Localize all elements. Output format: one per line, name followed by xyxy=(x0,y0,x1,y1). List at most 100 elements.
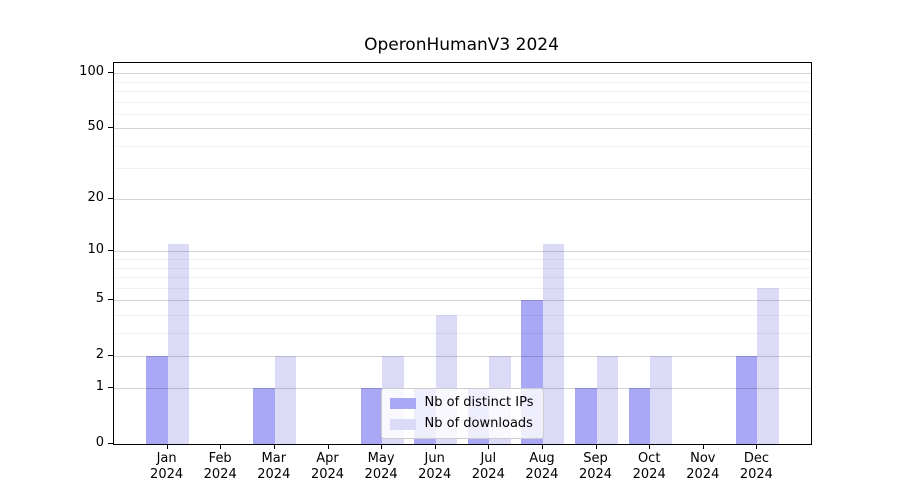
x-tick-label-10: Nov 2024 xyxy=(676,451,730,483)
y-tick-100 xyxy=(108,72,113,74)
gridline-minor-70 xyxy=(114,101,811,103)
y-tick-0 xyxy=(108,443,113,444)
x-tick-label-line: May xyxy=(367,451,395,466)
x-tick-label-8: Sep 2024 xyxy=(569,451,623,483)
x-tick-4 xyxy=(381,444,383,449)
y-tick-label-1: 1 xyxy=(95,379,104,395)
chart-title: OperonHumanV3 2024 xyxy=(364,35,559,55)
y-tick-label-10: 10 xyxy=(87,242,104,258)
x-tick-6 xyxy=(488,444,490,449)
x-tick-label-line: Jun xyxy=(424,451,445,466)
x-tick-label-line: Dec xyxy=(743,451,769,466)
legend-item-distinct-ips: Nb of distinct IPs xyxy=(389,395,534,411)
gridline-minor-9 xyxy=(114,259,811,260)
x-tick-label-line: Nov xyxy=(690,451,716,466)
gridline-major-100 xyxy=(114,73,811,75)
y-tick-label-0: 0 xyxy=(95,435,104,450)
x-tick-label-line: 2024 xyxy=(471,467,505,482)
x-tick-7 xyxy=(541,444,543,449)
x-tick-1 xyxy=(220,444,222,449)
gridline-major-5 xyxy=(114,300,811,301)
x-tick-label-2: Mar 2024 xyxy=(247,451,301,483)
x-tick-label-line: Sep xyxy=(583,451,608,466)
y-tick-50 xyxy=(108,127,113,129)
x-tick-label-line: 2024 xyxy=(257,467,291,482)
y-tick-20 xyxy=(108,198,113,200)
x-tick-label-line: 2024 xyxy=(632,467,666,482)
gridline-major-2 xyxy=(114,355,811,357)
x-tick-5 xyxy=(434,444,436,449)
y-tick-10 xyxy=(108,250,113,252)
gridline-minor-80 xyxy=(114,90,811,92)
y-tick-label-2: 2 xyxy=(95,346,104,362)
y-tick-label-100: 100 xyxy=(79,64,104,80)
x-tick-0 xyxy=(166,444,168,449)
bar-downloads-9 xyxy=(650,355,672,444)
gridline-minor-6 xyxy=(114,287,811,289)
gridline-minor-90 xyxy=(114,81,811,83)
x-tick-label-line: 2024 xyxy=(203,467,237,482)
bar-ips-11 xyxy=(735,355,758,444)
bar-ips-4 xyxy=(360,388,383,444)
plot-area: Nb of distinct IPs Nb of downloads xyxy=(113,62,812,445)
y-tick-2 xyxy=(108,354,113,356)
gridline-minor-4 xyxy=(114,314,811,316)
x-tick-label-11: Dec 2024 xyxy=(729,451,783,483)
legend-swatch-distinct-ips xyxy=(389,397,416,409)
bar-downloads-0 xyxy=(167,244,190,444)
x-tick-label-5: Jun 2024 xyxy=(408,451,462,483)
bar-downloads-8 xyxy=(596,355,619,444)
bar-ips-0 xyxy=(146,355,168,444)
gridline-major-50 xyxy=(114,128,811,130)
x-tick-8 xyxy=(595,444,597,449)
legend-item-downloads: Nb of downloads xyxy=(389,416,534,432)
x-tick-label-line: Oct xyxy=(637,451,661,466)
x-tick-label-line: Mar xyxy=(261,451,287,466)
gridline-major-10 xyxy=(114,251,811,253)
bar-downloads-11 xyxy=(757,287,779,444)
x-tick-label-6: Jul 2024 xyxy=(461,451,515,483)
x-tick-label-4: May 2024 xyxy=(354,451,408,483)
legend-label-downloads: Nb of downloads xyxy=(424,416,533,431)
x-tick-label-line: 2024 xyxy=(739,467,773,482)
gridline-major-20 xyxy=(114,199,811,201)
x-tick-label-line: Apr xyxy=(316,451,339,466)
x-tick-11 xyxy=(756,444,758,449)
x-tick-label-line: 2024 xyxy=(150,467,184,482)
y-tick-1 xyxy=(108,387,113,389)
bar-downloads-2 xyxy=(274,355,297,444)
y-tick-label-5: 5 xyxy=(95,291,104,306)
x-tick-10 xyxy=(702,444,704,449)
x-tick-2 xyxy=(273,444,275,449)
x-tick-label-line: 2024 xyxy=(525,467,559,482)
gridline-minor-60 xyxy=(114,113,811,115)
gridline-minor-30 xyxy=(114,168,811,170)
legend-swatch-downloads xyxy=(389,418,416,430)
legend-label-distinct-ips: Nb of distinct IPs xyxy=(424,395,534,410)
x-tick-3 xyxy=(327,444,329,449)
y-tick-label-50: 50 xyxy=(87,119,104,135)
gridline-minor-7 xyxy=(114,276,811,278)
x-tick-label-line: 2024 xyxy=(418,467,452,482)
x-tick-label-9: Oct 2024 xyxy=(622,451,676,483)
x-tick-label-line: Jan xyxy=(156,451,177,466)
x-tick-label-line: 2024 xyxy=(578,467,613,482)
gridline-minor-8 xyxy=(114,267,811,269)
bar-downloads-7 xyxy=(542,244,565,444)
legend: Nb of distinct IPs Nb of downloads xyxy=(380,388,545,439)
gridline-minor-3 xyxy=(114,332,811,334)
x-tick-label-line: 2024 xyxy=(310,467,345,482)
x-tick-label-line: Jul xyxy=(480,451,497,466)
bar-ips-8 xyxy=(575,388,597,444)
x-tick-label-1: Feb 2024 xyxy=(193,451,247,483)
x-tick-label-3: Apr 2024 xyxy=(301,451,355,483)
gridline-minor-40 xyxy=(114,145,811,147)
x-tick-label-7: Aug 2024 xyxy=(515,451,569,483)
x-tick-label-line: 2024 xyxy=(364,467,398,482)
y-tick-5 xyxy=(108,299,113,300)
y-tick-label-20: 20 xyxy=(87,190,104,206)
bar-ips-9 xyxy=(628,388,651,444)
bar-ips-2 xyxy=(253,388,275,444)
x-tick-label-line: Feb xyxy=(208,451,232,466)
